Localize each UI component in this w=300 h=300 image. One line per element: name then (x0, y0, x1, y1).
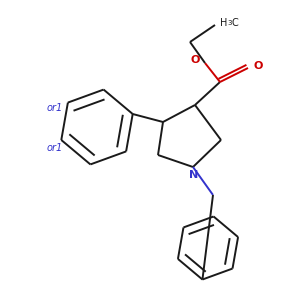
Text: 3: 3 (227, 20, 232, 26)
Text: or1: or1 (47, 103, 63, 113)
Text: H: H (220, 18, 227, 28)
Text: O: O (190, 55, 200, 65)
Text: N: N (189, 170, 199, 180)
Text: C: C (232, 18, 239, 28)
Text: or1: or1 (47, 143, 63, 153)
Text: O: O (253, 61, 262, 71)
